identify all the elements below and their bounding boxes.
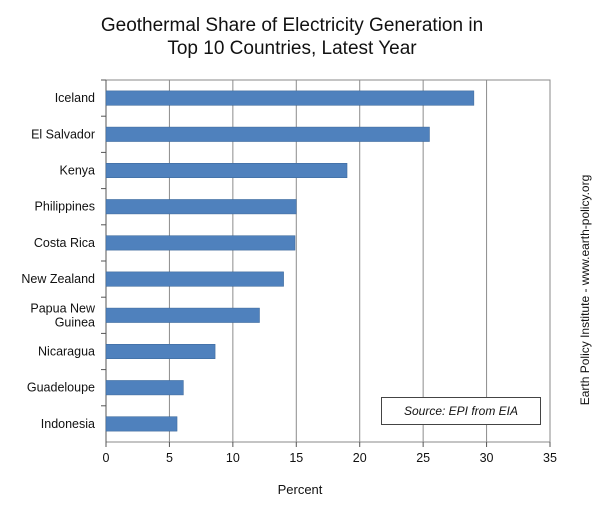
x-tick-label: 35 xyxy=(543,451,557,465)
chart-title-line-2: Top 10 Countries, Latest Year xyxy=(167,38,417,59)
category-label: Guinea xyxy=(55,315,95,329)
x-tick-label: 20 xyxy=(353,451,367,465)
chart-title-line-1: Geothermal Share of Electricity Generati… xyxy=(100,15,484,36)
category-label: Papua New xyxy=(30,301,96,315)
bar xyxy=(105,90,475,106)
category-label: New Zealand xyxy=(21,272,95,286)
source-note-text: Source: EPI from EIA xyxy=(403,404,519,418)
bar xyxy=(105,163,348,178)
bar xyxy=(105,126,430,142)
bar xyxy=(105,235,296,251)
x-tick-label: 15 xyxy=(289,451,303,465)
category-label: Indonesia xyxy=(41,417,95,431)
x-axis-title: Percent xyxy=(277,482,323,497)
category-label: El Salvador xyxy=(31,127,95,141)
bar xyxy=(105,380,184,396)
bar xyxy=(105,199,297,215)
chart-title: Geothermal Share of Electricity Generati… xyxy=(0,14,600,60)
side-credit: Earth Policy Institute - www.earth-polic… xyxy=(578,174,592,406)
x-tick-label: 5 xyxy=(166,451,173,465)
bar xyxy=(105,344,216,359)
x-tick-label: 30 xyxy=(480,451,494,465)
x-tick-label: 0 xyxy=(103,451,110,465)
bar xyxy=(105,271,284,287)
bar xyxy=(105,307,260,323)
category-label: Guadeloupe xyxy=(27,381,95,395)
bar xyxy=(105,416,178,432)
category-label: Philippines xyxy=(35,200,95,214)
source-note: Source: EPI from EIA xyxy=(381,397,541,425)
category-label: Kenya xyxy=(60,164,95,178)
category-label: Nicaragua xyxy=(38,345,95,359)
x-tick-label: 10 xyxy=(226,451,240,465)
category-label: Costa Rica xyxy=(34,236,95,250)
x-tick-label: 25 xyxy=(416,451,430,465)
category-label: Iceland xyxy=(55,91,95,105)
